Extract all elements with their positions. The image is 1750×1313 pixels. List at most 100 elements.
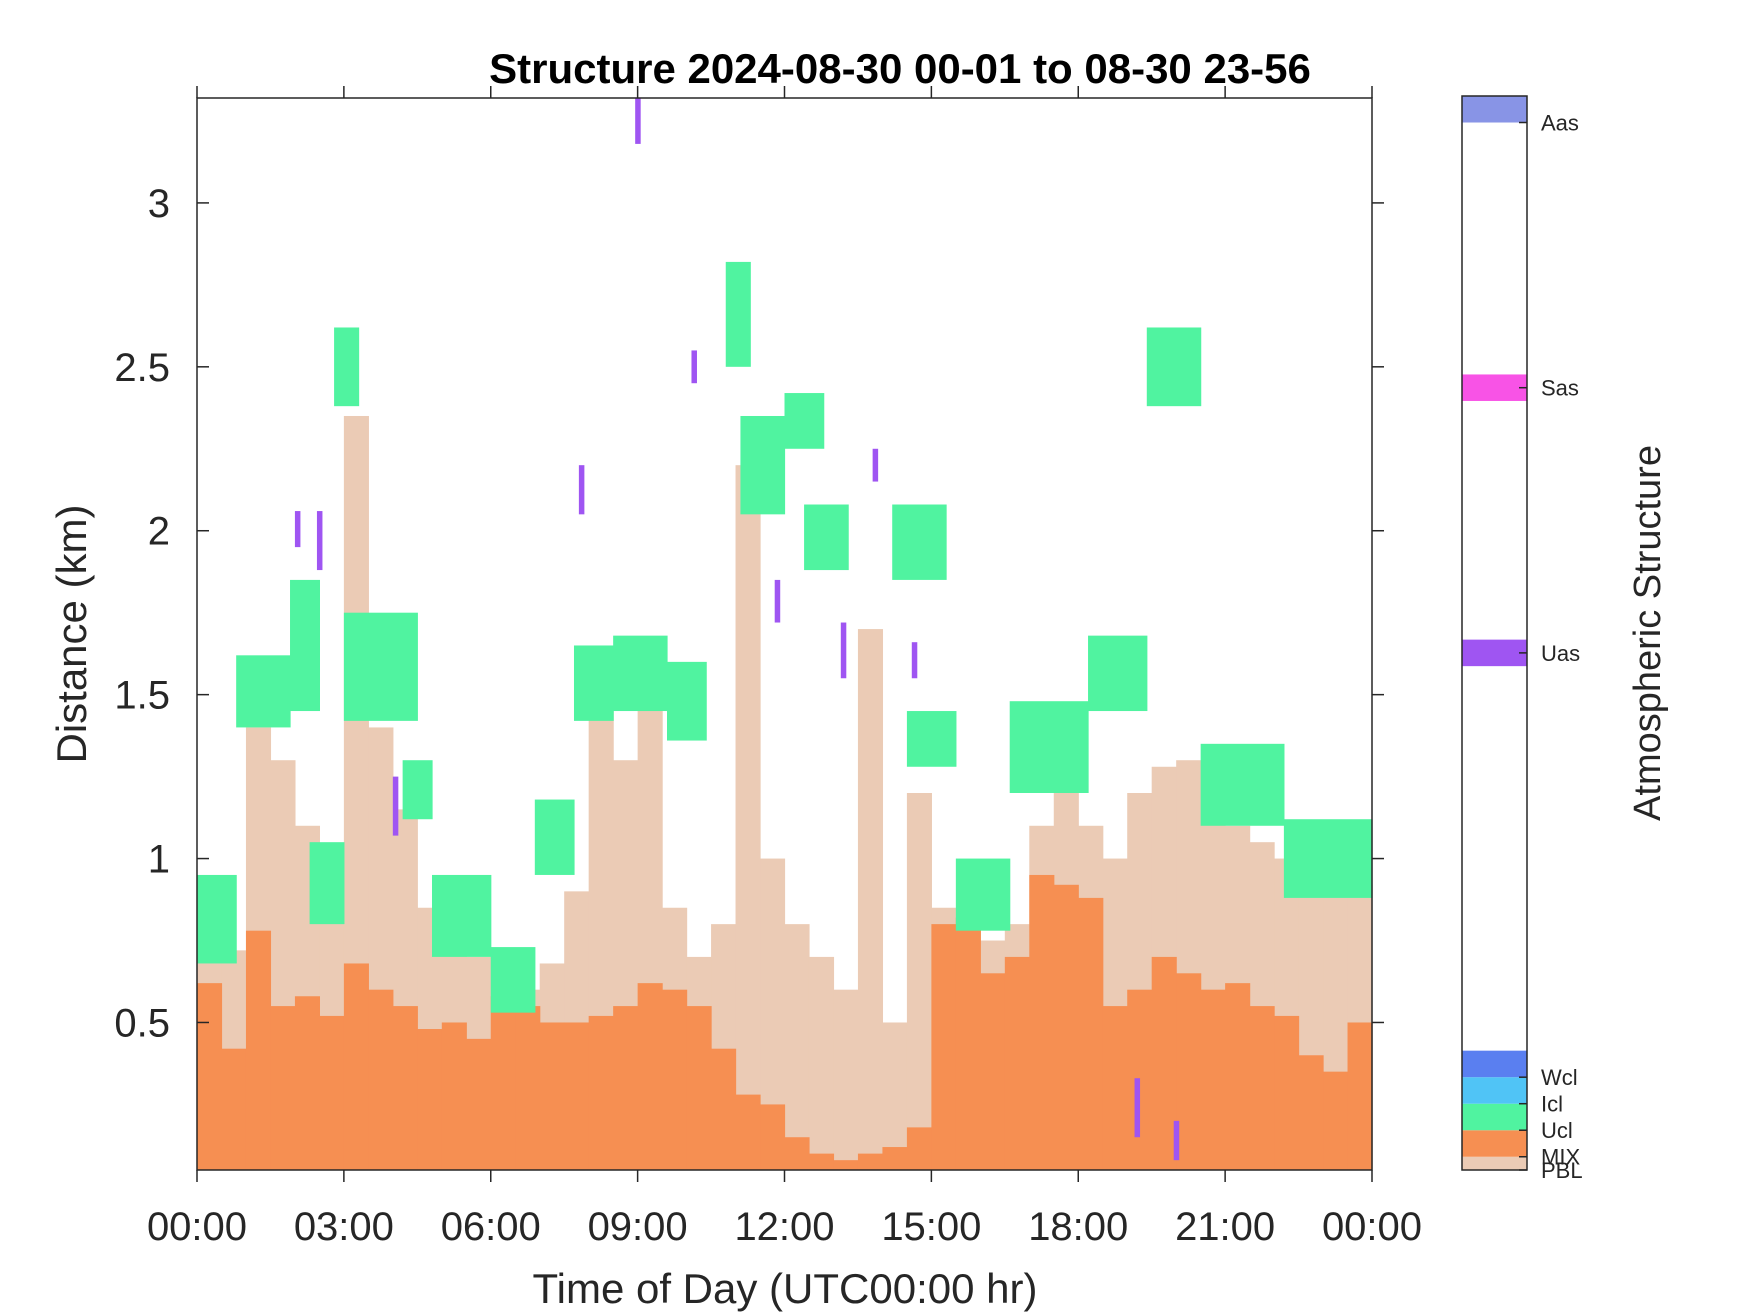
x-tick-label: 12:00	[734, 1205, 834, 1249]
mix-column	[1347, 1022, 1373, 1170]
mix-column	[784, 1137, 810, 1170]
colorbar-label-icl: Icl	[1541, 1092, 1563, 1117]
mix-column	[319, 1015, 345, 1170]
mix-column	[564, 1022, 590, 1170]
x-tick-label: 00:00	[147, 1205, 247, 1249]
ucl-cell	[334, 327, 360, 407]
x-axis-label: Time of Day (UTC00:00 hr)	[533, 1265, 1038, 1312]
ucl-cell	[343, 612, 418, 721]
y-tick-label: 1.5	[114, 674, 170, 718]
mix-column	[662, 989, 688, 1170]
colorbar-swatch-mix	[1462, 1130, 1527, 1157]
mix-column	[735, 1094, 761, 1170]
mix-column	[392, 1006, 418, 1170]
mix-column	[1323, 1071, 1349, 1170]
y-tick-label: 2	[148, 510, 170, 554]
mix-column	[417, 1029, 443, 1170]
ucl-cell	[613, 635, 668, 712]
mix-column	[368, 989, 394, 1170]
mix-column	[1249, 1006, 1275, 1170]
colorbar-frame	[1461, 95, 1528, 1171]
ucl-cell	[573, 645, 614, 721]
ucl-cell	[1200, 743, 1285, 826]
mix-column	[1200, 989, 1226, 1170]
ucl-cell	[309, 842, 345, 925]
mix-column	[637, 983, 663, 1170]
y-tick-label: 0.5	[114, 1001, 170, 1045]
mix-column	[1225, 983, 1251, 1170]
mix-column	[490, 996, 516, 1170]
mix-column	[1004, 956, 1030, 1170]
uas-cell	[294, 511, 301, 548]
ucl-cell	[906, 711, 957, 767]
mix-column	[906, 1127, 932, 1170]
ucl-cell	[892, 504, 947, 580]
ucl-cell	[1088, 635, 1148, 712]
x-tick-label: 03:00	[294, 1205, 394, 1249]
ucl-cell	[1283, 819, 1373, 898]
mix-column	[270, 1006, 296, 1170]
colorbar-background	[1462, 96, 1527, 1170]
uas-cell	[691, 350, 697, 384]
pbl-column	[784, 924, 810, 1170]
ucl-cell	[534, 799, 575, 875]
mix-column	[343, 963, 369, 1170]
mix-column	[1274, 1015, 1300, 1170]
colorbar-label-sas: Sas	[1541, 376, 1579, 401]
mix-column	[1029, 874, 1055, 1170]
uas-cell	[840, 622, 847, 679]
x-tick-label: 09:00	[588, 1205, 688, 1249]
colorbar-swatch-uas	[1462, 639, 1527, 667]
ucl-cell	[784, 393, 825, 449]
colorbar-label-wcl: Wcl	[1541, 1065, 1578, 1090]
mix-column	[1078, 897, 1104, 1170]
uas-cell	[316, 511, 323, 571]
colorbar-label-pbl: PBL	[1541, 1158, 1583, 1183]
colorbar-swatch-sas	[1462, 374, 1527, 401]
y-axis-label: Distance (km)	[48, 504, 95, 763]
ucl-cell	[1146, 327, 1202, 407]
mix-column	[588, 1015, 614, 1170]
ucl-cell	[667, 661, 707, 741]
x-tick-label: 21:00	[1175, 1205, 1275, 1249]
mix-column	[1176, 973, 1202, 1170]
ucl-cell	[725, 261, 751, 367]
pbl-column	[808, 956, 835, 1170]
ucl-cell	[402, 760, 433, 820]
colorbar-label-aas: Aas	[1541, 111, 1579, 136]
ucl-cell	[1009, 701, 1089, 793]
ucl-cell	[290, 579, 320, 712]
axis-ticks: 00:00 03:00 06:00 09:00 12:00 15:00 18:00 21:00…	[114, 86, 1422, 1249]
ucl-cell	[432, 874, 492, 957]
colorbar-swatch-ucl	[1462, 1103, 1527, 1131]
mix-column	[294, 996, 320, 1170]
mix-column	[245, 930, 272, 1170]
plot-area	[197, 98, 1373, 1170]
uas-cell	[1134, 1078, 1141, 1138]
mix-column	[931, 924, 957, 1170]
colorbar-label-ucl: Ucl	[1541, 1118, 1573, 1143]
mix-column	[980, 973, 1006, 1170]
pbl-column	[735, 465, 761, 1170]
y-tick-label: 1	[148, 838, 170, 882]
ucl-cell	[490, 947, 536, 1013]
uas-cell	[774, 579, 781, 623]
ucl-cell	[740, 415, 786, 515]
ucl-cell	[804, 504, 849, 571]
y-tick-label: 3	[148, 182, 170, 226]
mix-column	[857, 1153, 884, 1170]
mix-column	[1298, 1055, 1324, 1170]
y-tick-label: 2.5	[114, 346, 170, 390]
uas-cell	[635, 98, 641, 144]
colorbar-swatch-pbl	[1462, 1156, 1527, 1170]
mix-column	[833, 1160, 859, 1170]
colorbar-label-uas: Uas	[1541, 641, 1580, 666]
mix-column	[882, 1147, 908, 1170]
colorbar-swatch-icl	[1462, 1077, 1527, 1104]
mix-column	[613, 1006, 639, 1170]
mix-column	[221, 1048, 247, 1170]
mix-column	[711, 1048, 737, 1170]
uas-cell	[578, 465, 585, 515]
ucl-cell	[236, 655, 291, 728]
